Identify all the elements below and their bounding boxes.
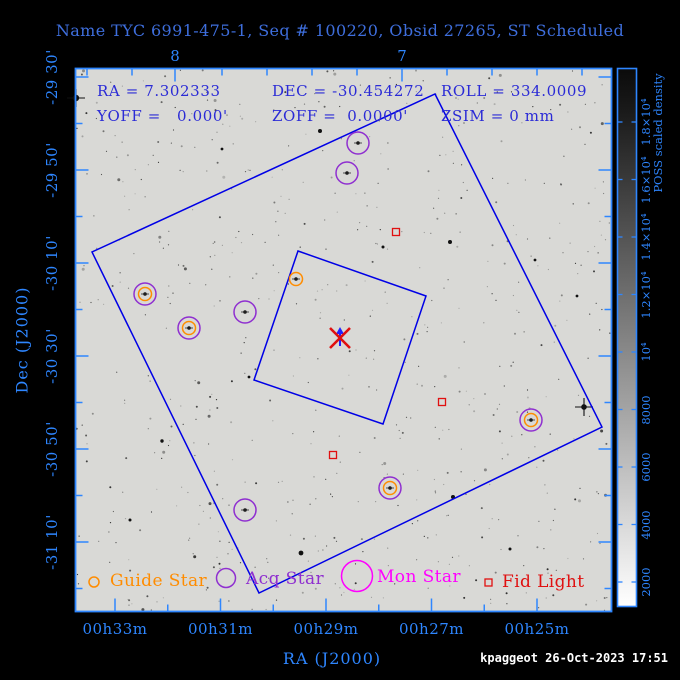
fov-inner-polygon <box>253 250 427 425</box>
legend-acq-circle <box>215 567 237 589</box>
colorbar-tick-label: 1.2×10⁴ <box>639 270 653 319</box>
ra-value: RA = 7.302333 <box>97 82 221 100</box>
x-tick-label: 00h33m <box>82 620 148 638</box>
acq-star-marker <box>233 498 257 522</box>
colorbar-tick-label: 1.8×10⁴ <box>639 98 653 146</box>
legend-mon-circle <box>340 559 374 593</box>
field-star <box>128 518 132 522</box>
colorbar-tick-label: 2000 <box>639 567 653 597</box>
top-tick-label: 8 <box>170 47 180 65</box>
x-tick-label: 00h31m <box>187 620 254 638</box>
page-title: Name TYC 6991-475-1, Seq # 100220, Obsid… <box>55 21 625 40</box>
colorbar-tick-label: 1.4×10⁴ <box>639 213 653 261</box>
x-tick-label: 00h27m <box>398 620 465 638</box>
x-axis-label: RA (J2000) <box>282 649 382 668</box>
field-star <box>220 147 224 151</box>
y-tick-label: -29 50' <box>43 142 61 198</box>
colorbar-gradient <box>617 68 637 607</box>
colorbar-tick-label: 6000 <box>639 452 653 482</box>
legend-label-fid-square: Fid Light <box>502 572 585 592</box>
acq-star-marker <box>233 300 257 324</box>
field-star <box>318 129 322 133</box>
axis-ticks <box>75 68 612 612</box>
colorbar-label: POSS scaled density <box>651 73 665 193</box>
colorbar-frame <box>616 67 638 608</box>
user-timestamp-stamp: kpaggeot 26-Oct-2023 17:51 <box>480 651 668 665</box>
fov-outer-polygon <box>90 93 604 595</box>
legend-symbols <box>88 559 493 593</box>
colorbar-ticks <box>617 121 637 583</box>
y-tick-label: -30 30' <box>43 328 61 384</box>
acq-star-marker <box>378 476 402 500</box>
plot-frame <box>74 67 613 613</box>
field-star <box>160 439 164 443</box>
roll-value: ROLL = 334.0009 <box>441 82 588 100</box>
legend-label-guide-circle: Guide Star <box>110 571 208 591</box>
x-tick-label: 00h25m <box>504 620 570 638</box>
zoff-value: ZOFF = 0.0000' <box>272 107 409 125</box>
field-star <box>575 398 593 416</box>
acq-star-marker <box>519 408 543 432</box>
top-tick-label: 7 <box>397 47 407 65</box>
y-tick-label: -30 10' <box>43 235 61 291</box>
fid-light-marker <box>328 450 338 460</box>
x-tick-label: 00h29m <box>293 620 359 638</box>
acq-star-marker <box>346 131 370 155</box>
acq-star-marker <box>177 316 201 340</box>
colorbar-tick-label: 8000 <box>639 394 653 425</box>
field-star <box>448 240 452 244</box>
y-tick-label: -30 50' <box>43 421 61 477</box>
acq-star-marker <box>335 161 359 185</box>
guide-star-marker <box>382 480 398 496</box>
y-axis-label: Dec (J2000) <box>12 286 32 394</box>
legend-label-acq-circle: Acq Star <box>246 569 325 589</box>
field-star <box>533 258 537 262</box>
guide-star-marker <box>137 286 153 302</box>
yoff-value: YOFF = 0.000' <box>97 107 228 125</box>
y-tick-label: -29 30' <box>43 49 61 105</box>
y-tick-label: -31 10' <box>43 514 61 570</box>
guide-star-marker <box>288 271 304 287</box>
acq-star-marker <box>133 282 157 306</box>
colorbar-tick-label: 4000 <box>639 509 653 540</box>
zsim-value: ZSIM = 0 mm <box>441 107 555 125</box>
fid-light-marker <box>391 227 401 237</box>
colorbar-tick-label: 10⁴ <box>639 342 653 362</box>
guide-star-marker <box>523 412 539 428</box>
guide-star-marker <box>181 320 197 336</box>
colorbar-tick-label: 1.6×10⁴ <box>639 155 653 204</box>
field-star <box>575 294 579 298</box>
fid-light-marker <box>437 397 447 407</box>
legend-guide-circle <box>88 576 100 588</box>
field-star <box>381 245 385 249</box>
field-star <box>298 550 304 556</box>
aimpoint-marker <box>329 327 351 349</box>
dec-value: DEC = -30.454272 <box>272 82 425 100</box>
field-star <box>508 547 512 551</box>
legend-fid-square <box>484 578 493 587</box>
legend-label-mon-circle: Mon Star <box>377 567 461 587</box>
field-star <box>247 375 251 379</box>
